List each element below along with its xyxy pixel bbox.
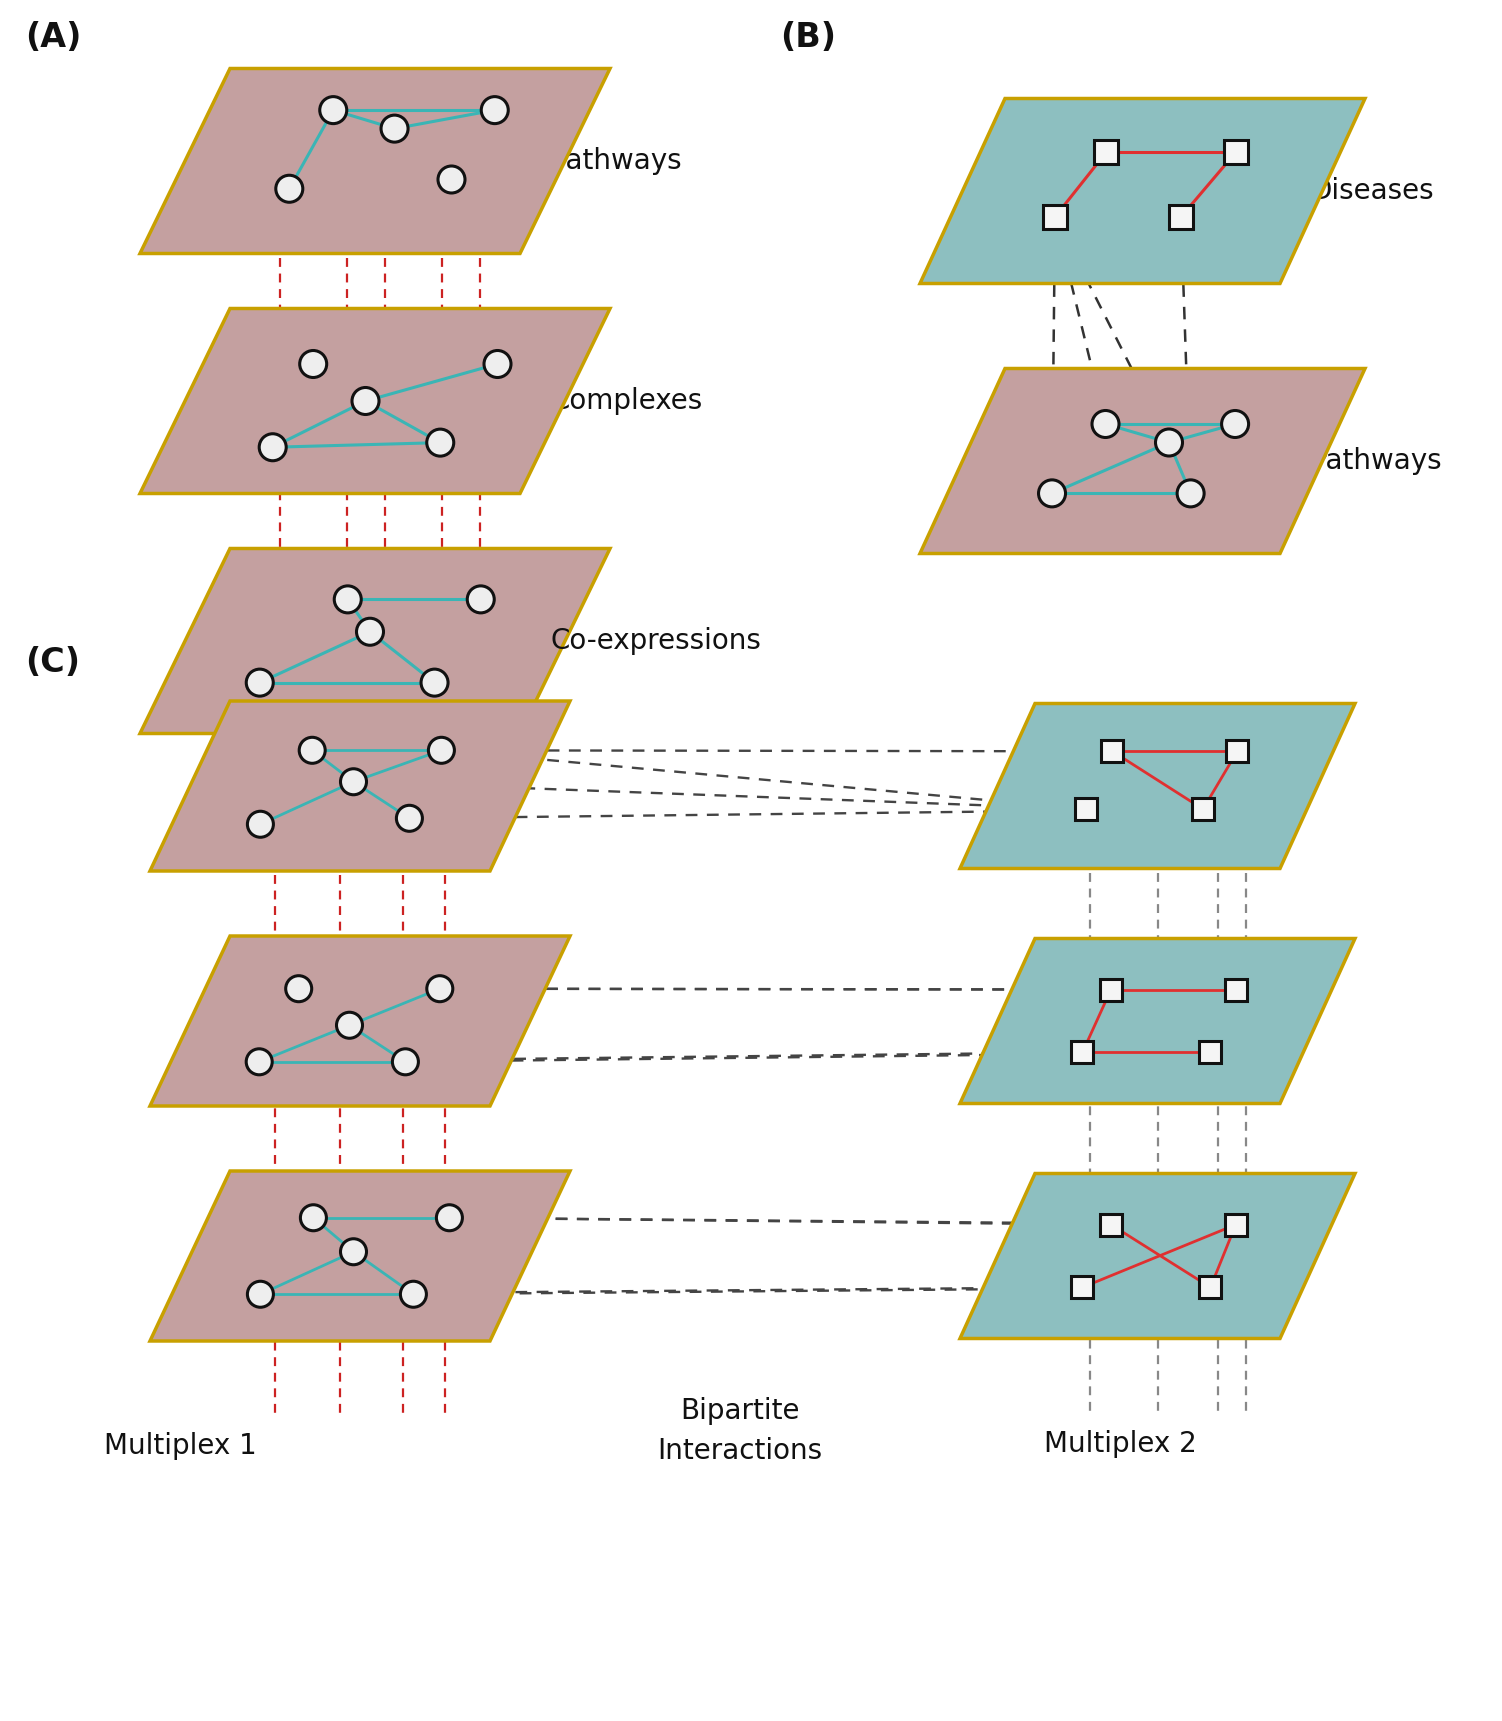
Text: Pathways: Pathways — [1310, 447, 1442, 475]
FancyBboxPatch shape — [1071, 1041, 1093, 1064]
FancyBboxPatch shape — [1200, 1041, 1221, 1064]
Text: Co-expressions: Co-expressions — [550, 626, 762, 656]
FancyBboxPatch shape — [1226, 740, 1248, 762]
Circle shape — [427, 976, 452, 1002]
Polygon shape — [150, 936, 569, 1107]
Polygon shape — [921, 368, 1365, 554]
FancyBboxPatch shape — [1200, 1277, 1221, 1298]
FancyBboxPatch shape — [1042, 205, 1066, 229]
Text: Diseases: Diseases — [1310, 177, 1433, 205]
FancyBboxPatch shape — [1075, 799, 1096, 821]
Text: Pathways: Pathways — [550, 146, 682, 176]
Circle shape — [1155, 429, 1182, 456]
Circle shape — [1221, 411, 1248, 437]
Text: Bipartite: Bipartite — [680, 1397, 799, 1425]
Circle shape — [427, 429, 454, 456]
Circle shape — [248, 811, 273, 836]
Circle shape — [397, 805, 422, 831]
Circle shape — [341, 1239, 366, 1265]
Circle shape — [439, 165, 466, 193]
Circle shape — [1038, 480, 1065, 508]
Text: (A): (A) — [26, 21, 81, 53]
Circle shape — [248, 1280, 273, 1308]
Circle shape — [421, 669, 448, 695]
FancyBboxPatch shape — [1101, 740, 1123, 762]
Circle shape — [300, 351, 327, 377]
Circle shape — [260, 434, 287, 461]
Circle shape — [276, 176, 303, 203]
Circle shape — [300, 1205, 326, 1231]
Text: Multiplex 1: Multiplex 1 — [104, 1432, 257, 1459]
Circle shape — [467, 585, 494, 613]
Circle shape — [1178, 480, 1205, 508]
Circle shape — [285, 976, 312, 1002]
Text: (C): (C) — [26, 645, 80, 680]
Circle shape — [484, 351, 511, 377]
Circle shape — [299, 737, 326, 764]
Circle shape — [437, 1205, 463, 1231]
Circle shape — [335, 585, 362, 613]
Text: Interactions: Interactions — [658, 1437, 823, 1465]
Circle shape — [1092, 411, 1119, 437]
Circle shape — [401, 1280, 427, 1308]
FancyBboxPatch shape — [1071, 1277, 1093, 1298]
Polygon shape — [960, 938, 1355, 1103]
FancyBboxPatch shape — [1169, 205, 1193, 229]
Circle shape — [341, 769, 366, 795]
Circle shape — [356, 618, 383, 645]
Polygon shape — [150, 700, 569, 871]
Circle shape — [336, 1012, 362, 1038]
Polygon shape — [140, 308, 610, 494]
Circle shape — [392, 1048, 419, 1076]
Polygon shape — [960, 704, 1355, 869]
Circle shape — [246, 1048, 272, 1076]
Polygon shape — [140, 549, 610, 733]
FancyBboxPatch shape — [1224, 139, 1248, 163]
Circle shape — [428, 737, 455, 764]
FancyBboxPatch shape — [1099, 979, 1122, 1000]
Text: Multiplex 2: Multiplex 2 — [1044, 1430, 1197, 1458]
Circle shape — [320, 96, 347, 124]
FancyBboxPatch shape — [1224, 979, 1247, 1000]
Circle shape — [351, 387, 379, 415]
FancyBboxPatch shape — [1099, 1213, 1122, 1236]
Polygon shape — [921, 98, 1365, 284]
Circle shape — [481, 96, 508, 124]
Text: Complexes: Complexes — [550, 387, 703, 415]
Circle shape — [382, 115, 409, 143]
FancyBboxPatch shape — [1224, 1213, 1247, 1236]
Polygon shape — [960, 1174, 1355, 1339]
Polygon shape — [150, 1170, 569, 1341]
Text: (B): (B) — [780, 21, 837, 53]
FancyBboxPatch shape — [1095, 139, 1119, 163]
FancyBboxPatch shape — [1193, 799, 1214, 821]
Circle shape — [246, 669, 273, 695]
Polygon shape — [140, 69, 610, 253]
